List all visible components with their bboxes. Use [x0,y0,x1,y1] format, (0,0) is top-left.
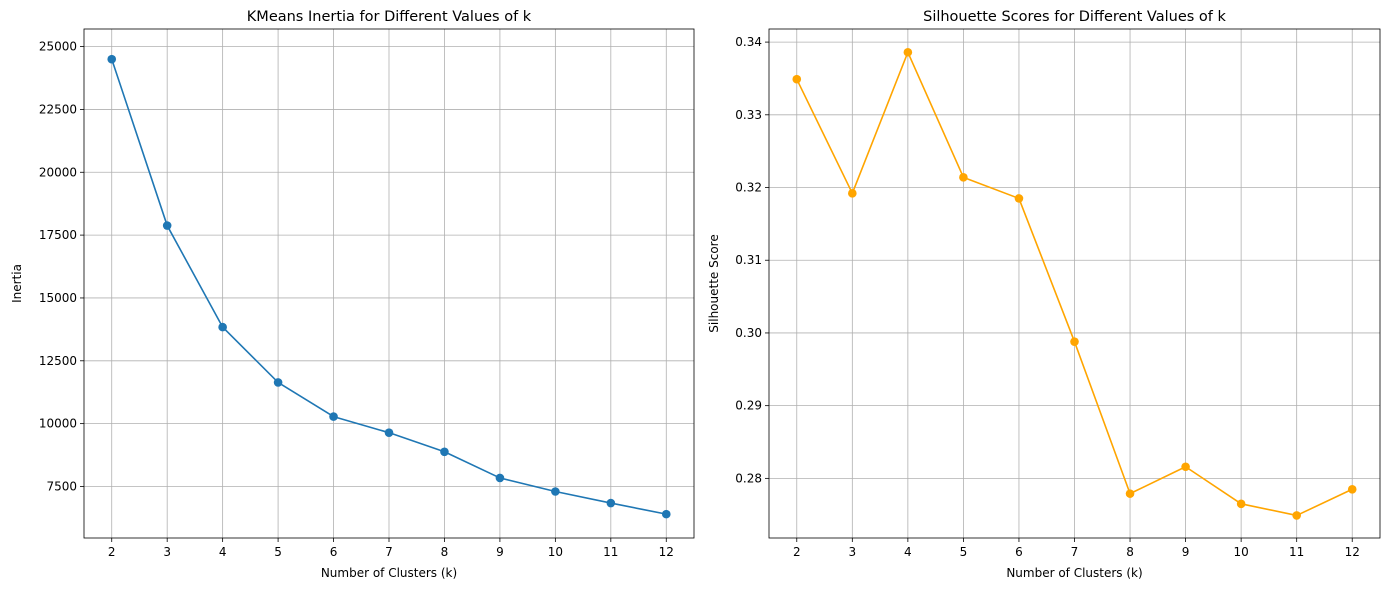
x-tick-label: 10 [548,545,563,559]
data-point [1292,511,1301,520]
data-point [107,54,117,64]
data-point [384,428,394,437]
x-tick-label: 8 [441,545,449,559]
data-point [1070,337,1079,346]
data-point [273,378,283,387]
inertia-chart: 2 3 4 5 6 7 8 9 10 11 12 7500 10000 12500 15000 17500 20… [10,9,695,580]
y-tick-label: 0.34 [735,35,762,49]
x-tick-label: 12 [1345,545,1360,559]
silhouette-chart: 2 3 4 5 6 7 8 9 10 11 12 0.28 0.29 0.30 0.31 0.32 0.33 0.… [707,9,1381,580]
x-tick-label: 12 [659,545,674,559]
x-tick-label: 11 [603,545,618,559]
x-axis-label: Number of Clusters (k) [1006,566,1142,580]
y-tick-label: 0.31 [735,253,762,267]
y-tick-label: 25000 [39,40,77,54]
y-tick-label: 12500 [39,354,77,368]
data-point [495,473,505,483]
y-tick-label: 0.33 [735,108,762,122]
y-axis-label: Silhouette Score [707,234,721,332]
x-tick-label: 4 [904,545,912,559]
data-point [1125,489,1135,498]
y-tick-label: 10000 [39,417,77,431]
y-axis-label: Inertia [10,264,24,303]
data-point [1347,484,1357,494]
x-tick-label: 7 [1071,545,1079,559]
y-tick-label: 0.30 [735,326,762,340]
x-tick-label: 7 [385,545,393,559]
x-tick-label: 2 [793,545,801,559]
data-point [162,221,172,230]
x-tick-label: 10 [1233,545,1248,559]
x-tick-label: 11 [1289,545,1304,559]
data-point [329,412,338,421]
x-tick-label: 9 [1182,545,1190,559]
y-tick-label: 7500 [46,479,77,493]
y-tick-label: 0.32 [735,181,762,195]
x-tick-label: 4 [219,545,227,559]
x-axis-label: Number of Clusters (k) [321,566,457,580]
x-tick-label: 3 [163,545,171,559]
chart-title: KMeans Inertia for Different Values of k [247,9,532,25]
x-tick-label: 5 [960,545,968,559]
x-tick-label: 3 [848,545,856,559]
y-tick-label: 17500 [39,228,77,242]
x-tick-label: 2 [108,545,116,559]
y-tick-label: 15000 [39,291,77,305]
data-point [218,322,227,332]
data-point [661,509,671,519]
data-point [606,498,616,508]
data-point [903,47,913,57]
y-tick-label: 20000 [39,165,77,179]
data-point [551,487,560,496]
data-point [440,447,449,457]
x-tick-label: 5 [274,545,282,559]
x-tick-label: 9 [496,545,504,559]
data-point [1236,499,1246,509]
data-point [848,189,857,198]
x-tick-label: 6 [1015,545,1023,559]
chart-title: Silhouette Scores for Different Values o… [923,9,1226,25]
x-tick-label: 8 [1126,545,1134,559]
x-tick-label: 6 [330,545,338,559]
y-tick-label: 22500 [39,102,77,116]
data-point [1181,462,1190,472]
data-point [959,173,968,182]
axes-frame [83,28,695,539]
y-tick-label: 0.29 [735,399,762,413]
data-point [792,74,802,84]
data-point [1014,194,1024,203]
y-tick-label: 0.28 [735,471,762,485]
axes-frame [768,28,1381,539]
